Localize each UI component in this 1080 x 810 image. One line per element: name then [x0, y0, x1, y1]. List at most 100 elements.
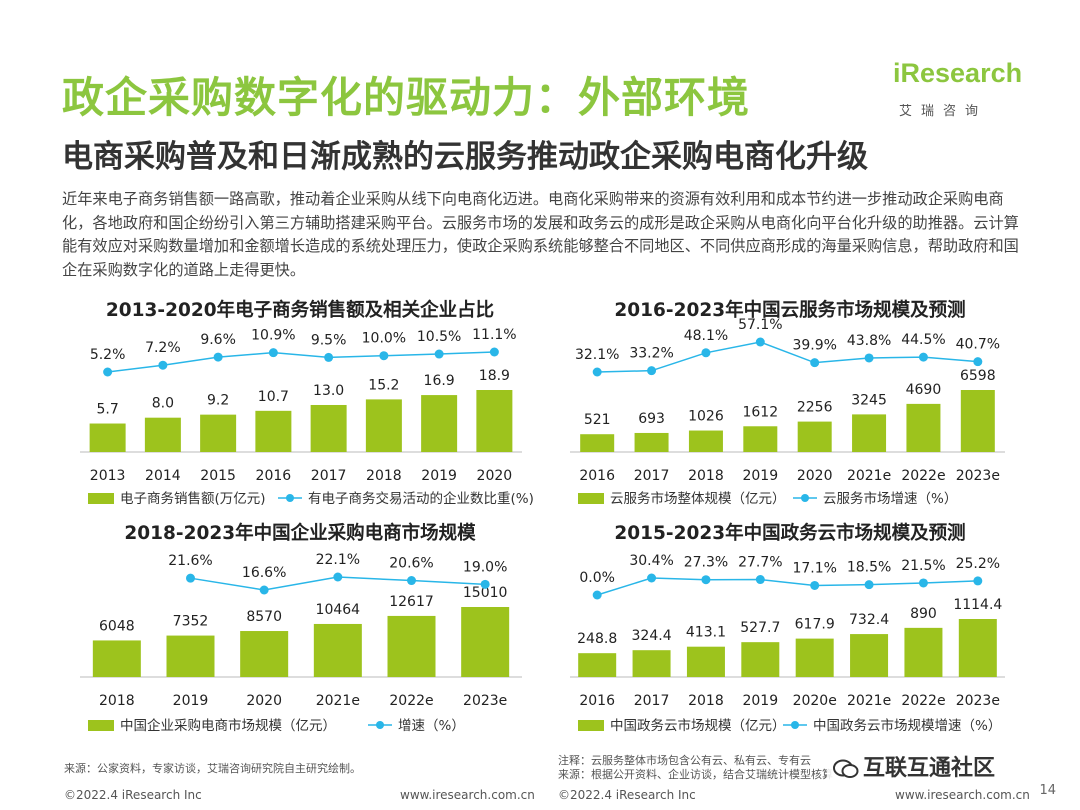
x-tick-label: 2013: [90, 468, 126, 484]
url-right[interactable]: www.iresearch.com.cn: [895, 788, 1030, 802]
line-point: [333, 572, 343, 582]
bar-value-label: 1026: [688, 409, 724, 425]
line-value-label: 21.6%: [168, 553, 212, 569]
x-tick-label: 2017: [311, 468, 347, 484]
legend-line-label: 中国政务云市场规模增速（%）: [813, 717, 1001, 734]
bar-value-label: 6048: [99, 618, 135, 634]
note-right-2: 来源：根据公开资料、企业访谈，结合艾瑞统计模型核算: [558, 768, 833, 781]
x-tick-label: 2019: [742, 693, 778, 709]
line-value-label: 33.2%: [629, 346, 673, 362]
bar: [580, 434, 615, 452]
x-tick-label: 2017: [634, 693, 670, 709]
bar: [634, 432, 669, 452]
line-point: [918, 352, 928, 362]
bar-value-label: 8.0: [152, 396, 174, 412]
bar-value-label: 9.2: [207, 393, 229, 409]
chart-enterprise-procurement: 2018-2023年中国企业采购电商市场规模 6048 2018 7352 2019 85…: [60, 515, 540, 740]
line-point: [213, 352, 223, 362]
chart-title: 2015-2023年中国政务云市场规模及预测: [614, 522, 965, 544]
x-tick-label: 2021e: [847, 693, 891, 709]
bar-value-label: 18.9: [479, 368, 510, 384]
line-point: [259, 585, 269, 595]
line-point: [324, 352, 334, 362]
bar-value-label: 5.7: [96, 402, 118, 418]
bar-value-label: 2256: [797, 400, 833, 416]
bar-value-label: 693: [638, 411, 665, 427]
logo-subtext: 艾瑞咨询: [899, 104, 988, 119]
watermark-text: 互联互通社区: [863, 756, 996, 781]
line-point: [103, 367, 113, 377]
legend-bar-label: 云服务市场整体规模（亿元）: [610, 490, 786, 507]
legend-line-label: 增速（%）: [398, 718, 465, 734]
page-number: 14: [1039, 783, 1056, 798]
bar: [461, 607, 510, 677]
intro-paragraph: 近年来电子商务销售额一路高歌，推动着企业采购从线下向电商化迈进。电商化采购带来的…: [62, 190, 1019, 279]
x-tick-label: 2022e: [389, 693, 433, 709]
chart-government-cloud: 2015-2023年中国政务云市场规模及预测 248.8 2016 324.4 2017…: [560, 515, 1020, 740]
x-tick-label: 2021e: [316, 693, 360, 709]
line-point: [810, 358, 820, 368]
x-tick-label: 2023e: [956, 468, 1000, 484]
chart-title: 2013-2020年电子商务销售额及相关企业占比: [106, 299, 494, 321]
line-value-label: 10.5%: [417, 329, 461, 345]
bar: [850, 634, 889, 677]
line-value-label: 27.3%: [684, 555, 728, 571]
copyright-left: ©2022.4 iResearch Inc: [64, 788, 202, 802]
x-tick-label: 2019: [421, 468, 457, 484]
legend-bar-swatch: [88, 720, 114, 731]
line-value-label: 17.1%: [792, 560, 836, 576]
legend-bar-label: 中国政务云市场规模（亿元）: [610, 717, 786, 734]
bar-value-label: 15.2: [368, 377, 399, 393]
bar-value-label: 3245: [851, 392, 887, 408]
line-value-label: 0.0%: [579, 570, 615, 586]
x-tick-label: 2016: [579, 693, 615, 709]
growth-line: [597, 341, 978, 373]
bar: [310, 404, 347, 452]
x-tick-label: 2016: [256, 468, 292, 484]
bar: [578, 653, 617, 677]
line-point: [592, 367, 602, 377]
line-point: [973, 357, 983, 367]
growth-line: [107, 351, 495, 373]
bar: [166, 635, 215, 677]
x-tick-label: 2017: [634, 468, 670, 484]
watermark-badge: 互联互通社区: [827, 748, 1002, 784]
bar-value-label: 1114.4: [953, 597, 1002, 613]
bar: [688, 430, 723, 452]
bar-value-label: 15010: [463, 585, 508, 601]
bar: [741, 642, 780, 677]
line-point: [918, 578, 928, 588]
bar: [255, 410, 292, 452]
x-tick-label: 2018: [688, 693, 724, 709]
bar: [387, 615, 436, 677]
bar-value-label: 732.4: [849, 612, 889, 628]
line-point: [755, 337, 765, 347]
iresearch-logo: iResearch 艾瑞咨询: [893, 58, 1023, 120]
x-tick-label: 2016: [579, 468, 615, 484]
bar: [795, 638, 834, 677]
source-left: 来源：公家资料，专家访谈，艾瑞咨询研究院自主研究绘制。: [64, 762, 361, 775]
legend-line-marker: [791, 721, 799, 729]
x-tick-label: 2019: [173, 693, 209, 709]
legend-bar-label: 中国企业采购电商市场规模（亿元）: [120, 717, 336, 734]
bar-value-label: 6598: [960, 368, 996, 384]
x-tick-label: 2020: [477, 468, 513, 484]
line-value-label: 40.7%: [956, 337, 1000, 353]
line-value-label: 48.1%: [684, 328, 728, 344]
legend-line-marker: [286, 494, 294, 502]
line-value-label: 18.5%: [847, 560, 891, 576]
bar-value-label: 890: [910, 606, 937, 622]
chart-cloud-service-market: 2016-2023年中国云服务市场规模及预测 521 2016 693 2017 1026…: [560, 290, 1020, 510]
line-value-label: 25.2%: [956, 556, 1000, 572]
line-point: [434, 349, 444, 359]
legend-bar-swatch: [578, 493, 604, 504]
url-left[interactable]: www.iresearch.com.cn: [400, 788, 535, 802]
line-point: [755, 575, 765, 585]
line-point: [647, 366, 657, 376]
line-value-label: 22.1%: [316, 552, 360, 568]
legend-line-marker: [801, 494, 809, 502]
chart-title: 2016-2023年中国云服务市场规模及预测: [614, 299, 965, 321]
bar: [200, 414, 237, 452]
line-value-label: 11.1%: [472, 327, 516, 343]
x-tick-label: 2023e: [956, 693, 1000, 709]
